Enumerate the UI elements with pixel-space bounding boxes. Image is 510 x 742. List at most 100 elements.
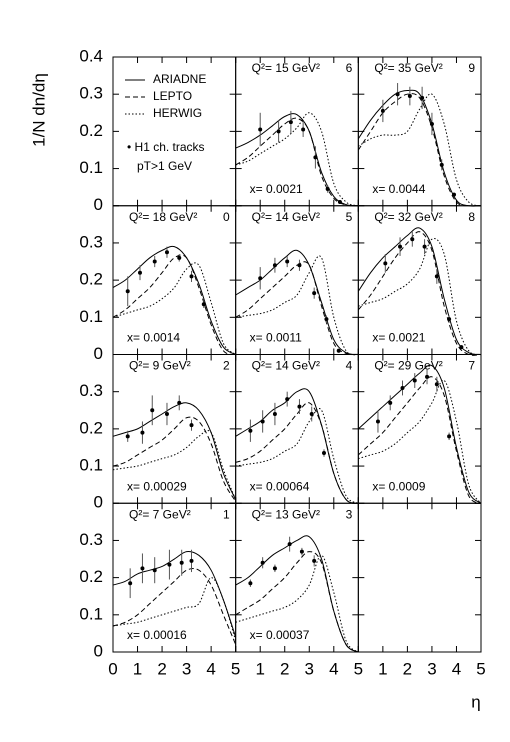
panel-index: 3 — [346, 507, 353, 521]
panel-x: x= 0.00029 — [127, 479, 187, 493]
panel-x: x= 0.0021 — [372, 331, 425, 345]
data-point — [429, 121, 434, 126]
data-point — [299, 549, 304, 554]
data-point — [137, 270, 142, 275]
x-tick-label: 5 — [354, 659, 363, 678]
panel-q2: Q²= 32 GeV² — [374, 210, 442, 224]
data-point — [285, 397, 290, 402]
data-point — [388, 400, 393, 405]
panel-q2: Q²= 29 GeV² — [374, 359, 442, 373]
data-point — [152, 259, 157, 264]
y-tick-label: 0.3 — [79, 232, 103, 251]
data-point — [324, 317, 329, 322]
x-tick-label: 1 — [378, 659, 387, 678]
data-point — [288, 120, 293, 125]
model-curve — [112, 245, 236, 355]
y-tick-label: 0.2 — [79, 121, 103, 140]
data-point — [189, 274, 194, 279]
legend-note: pT>1 GeV — [137, 159, 192, 173]
panel-index: 8 — [468, 210, 475, 224]
x-tick-label: 3 — [427, 659, 436, 678]
panel-x: x= 0.0021 — [250, 182, 303, 196]
data-point — [410, 237, 415, 242]
data-point — [400, 385, 405, 390]
panel-index: 6 — [346, 61, 353, 75]
panel-index: 4 — [346, 359, 353, 373]
x-tick-label: 4 — [452, 659, 461, 678]
data-point — [164, 250, 169, 255]
data-point — [312, 558, 317, 563]
model-curve — [235, 249, 359, 355]
data-point — [287, 542, 292, 547]
data-point — [434, 274, 439, 279]
data-point — [459, 345, 464, 350]
model-curve — [358, 379, 482, 504]
data-point — [383, 261, 388, 266]
panel-q2: Q²= 18 GeV² — [129, 210, 197, 224]
y-tick-label: 0.3 — [79, 381, 103, 400]
y-tick-label: 0.1 — [79, 158, 103, 177]
data-point — [260, 419, 265, 424]
data-point — [398, 244, 403, 249]
model-curve — [235, 261, 359, 356]
data-point — [125, 289, 130, 294]
model-curve — [235, 255, 359, 356]
x-tick-label: 5 — [231, 659, 240, 678]
data-point — [177, 255, 182, 260]
model-curve — [112, 416, 237, 502]
x-tick-label: 2 — [403, 659, 412, 678]
x-tick-label: 2 — [157, 659, 166, 678]
panel-q2: Q²= 14 GeV² — [252, 359, 320, 373]
x-axis-label: η — [471, 692, 480, 711]
data-point — [128, 581, 133, 586]
data-point — [177, 400, 182, 405]
panel-q2: Q²= 13 GeV² — [252, 507, 320, 521]
panel-x: x= 0.0011 — [250, 331, 302, 345]
data-point — [179, 560, 184, 565]
data-point — [439, 162, 444, 167]
panel-q2: Q²= 14 GeV² — [252, 210, 320, 224]
panel-frame — [357, 502, 482, 653]
legend-points: • H1 ch. tracks — [127, 140, 205, 154]
data-point — [285, 259, 290, 264]
model-curve — [112, 429, 237, 500]
y-tick-label: 0 — [94, 344, 103, 363]
y-tick-label: 0.2 — [79, 270, 103, 289]
model-curve — [112, 262, 237, 355]
y-tick-label: 0 — [94, 641, 103, 660]
panel-index: 1 — [223, 507, 230, 521]
y-tick-label: 0.2 — [79, 418, 103, 437]
data-point — [167, 562, 172, 567]
x-tick-label: 1 — [255, 659, 264, 678]
panel-index: 5 — [346, 210, 353, 224]
data-point — [248, 581, 253, 586]
data-point — [260, 560, 265, 565]
model-curve — [112, 568, 237, 645]
data-point — [380, 108, 385, 113]
x-tick-label: 2 — [280, 659, 289, 678]
data-point — [395, 92, 400, 97]
data-point — [272, 566, 277, 571]
data-point — [248, 428, 253, 433]
x-tick-label: 3 — [182, 659, 191, 678]
data-point — [313, 155, 318, 160]
model-curve — [112, 402, 237, 500]
x-tick-label: 4 — [206, 659, 215, 678]
model-curve — [357, 376, 482, 504]
panel-x: x= 0.0009 — [372, 479, 425, 493]
model-curve — [358, 238, 482, 356]
x-tick-label: 0 — [108, 659, 117, 678]
data-point — [452, 192, 457, 197]
panel-q2: Q²= 9 GeV² — [129, 359, 191, 373]
data-point — [422, 244, 427, 249]
model-curve — [112, 254, 236, 355]
model-curve — [235, 554, 359, 653]
data-point — [301, 127, 306, 132]
data-point — [258, 276, 263, 281]
data-point — [434, 382, 439, 387]
data-point — [140, 566, 145, 571]
data-point — [189, 558, 194, 563]
panel-index: 9 — [468, 61, 475, 75]
data-point — [125, 434, 130, 439]
